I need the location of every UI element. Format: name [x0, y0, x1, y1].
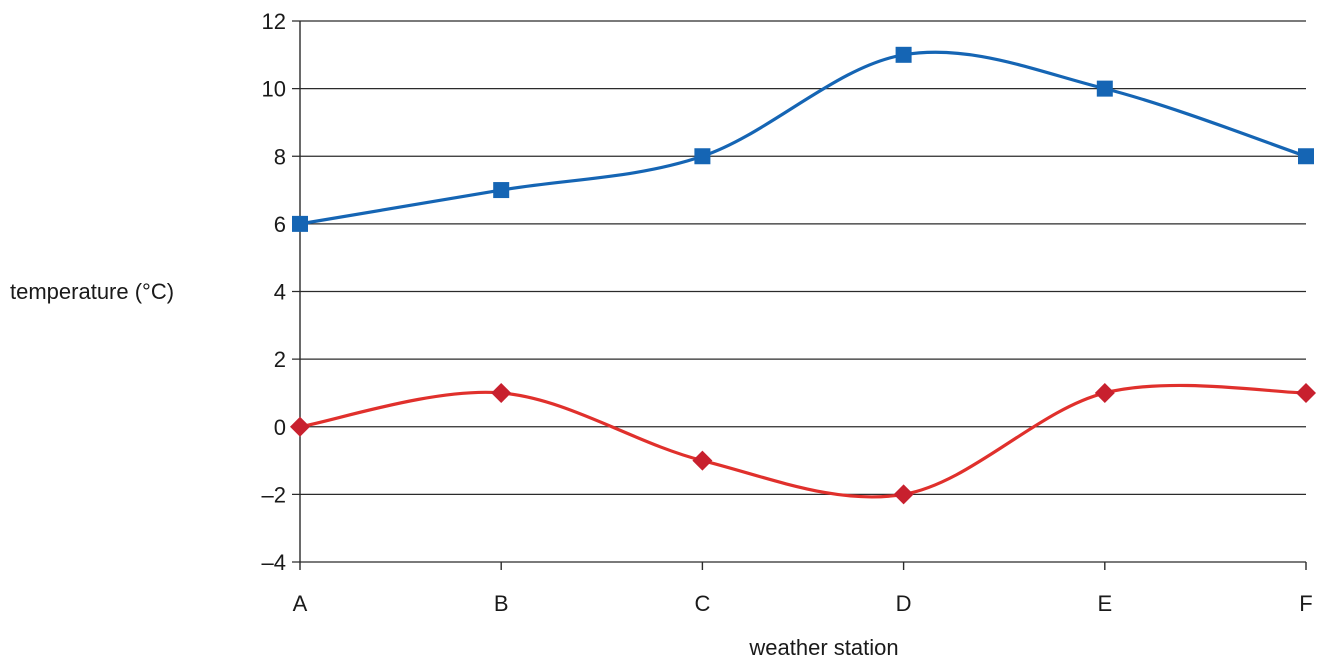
- data-markers: [290, 46, 1316, 505]
- x-tick-label: A: [293, 591, 308, 616]
- axes: –4 –2 0 2 4 6 8 10 12 A B C D E F: [262, 9, 1313, 616]
- series-1-marker: [694, 148, 711, 165]
- y-tick-label: 10: [262, 77, 286, 102]
- y-tick-label: 6: [274, 212, 286, 237]
- x-axis-title: weather station: [748, 635, 898, 660]
- y-axis-title: temperature (°C): [10, 279, 174, 304]
- y-tick-label: 4: [274, 280, 286, 305]
- series-lines: [298, 50, 1308, 499]
- series-2-marker: [491, 382, 512, 403]
- x-tick-label: E: [1097, 591, 1112, 616]
- series-2-marker: [1296, 382, 1316, 403]
- x-tick-label: F: [1299, 591, 1312, 616]
- y-tick-label: 8: [274, 144, 286, 169]
- series-2-marker: [893, 484, 914, 505]
- gridlines: [292, 20, 1306, 563]
- series-1-marker: [1096, 80, 1113, 97]
- series-2-marker: [1094, 382, 1115, 403]
- series-1-marker: [292, 215, 308, 232]
- series-1-line: [298, 50, 1308, 226]
- series-2-marker: [290, 416, 310, 437]
- y-tick-label: 12: [262, 9, 286, 34]
- series-2-line: [298, 383, 1308, 499]
- y-tick-label: 0: [274, 415, 286, 440]
- series-2-marker: [692, 450, 713, 471]
- series-1-marker: [1298, 148, 1314, 165]
- x-tick-label: C: [694, 591, 710, 616]
- series-1-marker: [493, 182, 510, 199]
- series-1-marker: [895, 46, 912, 63]
- x-tick-label: D: [896, 591, 912, 616]
- x-tick-label: B: [494, 591, 509, 616]
- y-tick-label: –2: [262, 482, 286, 507]
- y-tick-label: –4: [262, 550, 286, 575]
- y-tick-label: 2: [274, 347, 286, 372]
